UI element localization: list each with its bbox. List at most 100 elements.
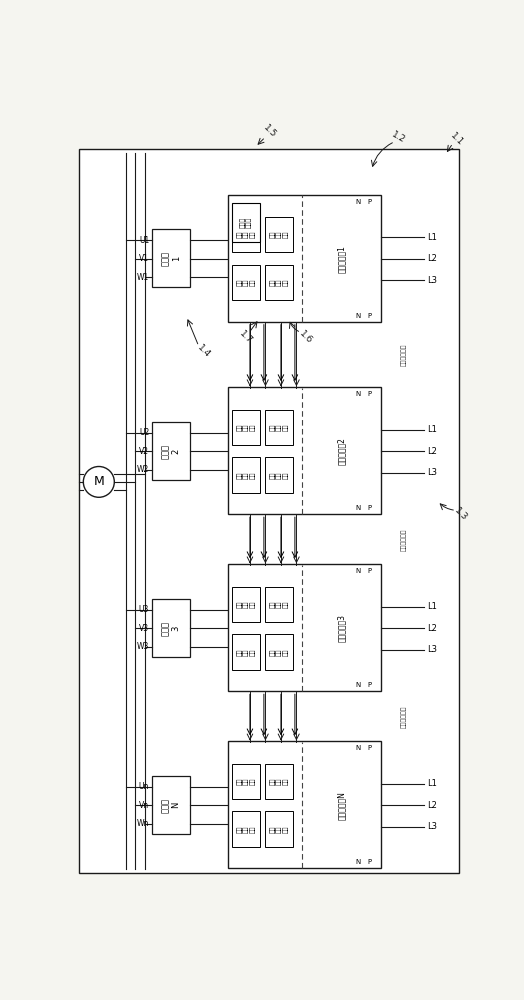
Text: 口接
同步
信号: 口接 同步 信号 <box>270 825 289 833</box>
Text: M: M <box>93 475 104 488</box>
Bar <box>232 457 260 493</box>
Text: N: N <box>355 313 361 319</box>
Text: 口接
同步
信号: 口接 同步 信号 <box>270 601 289 608</box>
Text: L2: L2 <box>428 624 438 633</box>
Text: 并联输出总线: 并联输出总线 <box>401 344 407 366</box>
Text: 1.5: 1.5 <box>261 123 278 140</box>
Text: U1: U1 <box>139 236 149 245</box>
Bar <box>266 811 293 847</box>
Text: 逆变器模块2: 逆变器模块2 <box>337 437 346 465</box>
Text: L3: L3 <box>428 645 438 654</box>
Text: P: P <box>367 391 372 397</box>
Bar <box>266 265 293 300</box>
Text: Un: Un <box>139 782 149 791</box>
Text: P: P <box>367 682 372 688</box>
Text: N: N <box>355 199 361 205</box>
Text: N: N <box>355 859 361 865</box>
Bar <box>266 587 293 622</box>
Text: 口接
通信
输出: 口接 通信 输出 <box>237 601 255 608</box>
Bar <box>228 741 381 868</box>
Text: N: N <box>355 391 361 397</box>
Text: 并联输出总线: 并联输出总线 <box>401 706 407 728</box>
Text: L1: L1 <box>428 233 438 242</box>
Text: P: P <box>367 745 372 751</box>
Bar <box>266 217 293 252</box>
Bar <box>228 387 381 514</box>
Bar <box>152 599 190 657</box>
Text: 变频器
N: 变频器 N <box>161 798 181 813</box>
Text: 1.6: 1.6 <box>298 329 314 345</box>
Text: N: N <box>355 505 361 511</box>
Bar <box>232 410 260 445</box>
Bar <box>266 634 293 670</box>
Text: 并联输出总线: 并联输出总线 <box>401 528 407 551</box>
Text: 逆变器模块1: 逆变器模块1 <box>337 245 346 273</box>
Text: 口接
同步
信号: 口接 同步 信号 <box>270 648 289 656</box>
Text: 参考接
口接口: 参考接 口接口 <box>240 217 252 228</box>
Text: 口接
同步
信号: 口接 同步 信号 <box>270 423 289 431</box>
Text: 1.3: 1.3 <box>453 506 469 523</box>
Text: 1.1: 1.1 <box>449 131 465 148</box>
Bar <box>232 764 260 799</box>
Bar <box>152 229 190 287</box>
Bar <box>232 265 260 300</box>
Bar <box>232 217 260 252</box>
Text: V1: V1 <box>139 254 149 263</box>
Text: L2: L2 <box>428 801 438 810</box>
Text: Vn: Vn <box>139 801 149 810</box>
Text: L1: L1 <box>428 602 438 611</box>
Text: W1: W1 <box>137 273 149 282</box>
Text: 口接
通信
输出: 口接 通信 输出 <box>237 825 255 833</box>
Text: P: P <box>367 199 372 205</box>
Text: L2: L2 <box>428 254 438 263</box>
Text: N: N <box>355 682 361 688</box>
Text: W2: W2 <box>137 465 149 474</box>
Bar <box>228 564 381 691</box>
Text: 口接
通信
输出: 口接 通信 输出 <box>237 648 255 656</box>
Text: 口接
同步
信号: 口接 同步 信号 <box>270 778 289 785</box>
Text: 口接
通信
输出: 口接 通信 输出 <box>237 778 255 785</box>
Text: 变频器
1: 变频器 1 <box>161 251 181 266</box>
Text: L1: L1 <box>428 425 438 434</box>
Text: 逆变器模块N: 逆变器模块N <box>337 791 346 820</box>
Bar <box>232 203 260 242</box>
Text: U3: U3 <box>139 605 149 614</box>
Text: V2: V2 <box>139 447 149 456</box>
Text: P: P <box>367 568 372 574</box>
Bar <box>228 195 381 322</box>
Text: 口接
通信
输出: 口接 通信 输出 <box>237 471 255 479</box>
Text: Wn: Wn <box>137 819 149 828</box>
Text: N: N <box>355 745 361 751</box>
Bar <box>266 764 293 799</box>
Bar <box>152 422 190 480</box>
Text: 口接
同步
信号: 口接 同步 信号 <box>270 471 289 479</box>
Text: L3: L3 <box>428 276 438 285</box>
Text: 口接
通信
输出: 口接 通信 输出 <box>237 423 255 431</box>
Text: L2: L2 <box>428 447 438 456</box>
Bar <box>266 457 293 493</box>
Text: 逆变器模块3: 逆变器模块3 <box>337 614 346 642</box>
Text: V3: V3 <box>139 624 149 633</box>
Text: 变频器
2: 变频器 2 <box>161 444 181 459</box>
Text: P: P <box>367 313 372 319</box>
Bar <box>232 811 260 847</box>
Text: U2: U2 <box>139 428 149 437</box>
Text: L3: L3 <box>428 822 438 831</box>
Text: 口接
同步
信号: 口接 同步 信号 <box>270 279 289 286</box>
Text: L3: L3 <box>428 468 438 477</box>
Text: N: N <box>355 568 361 574</box>
Text: 1.4: 1.4 <box>195 343 212 359</box>
Text: 1.7: 1.7 <box>238 329 254 345</box>
Text: 变频器
3: 变频器 3 <box>161 621 181 636</box>
Bar <box>232 634 260 670</box>
Text: 1.2: 1.2 <box>390 129 407 144</box>
Text: L1: L1 <box>428 779 438 788</box>
Bar <box>232 587 260 622</box>
Text: 口接
通信
输出: 口接 通信 输出 <box>237 279 255 286</box>
Bar <box>152 776 190 834</box>
Text: 口接
同步
信号: 口接 同步 信号 <box>270 231 289 238</box>
Text: 口接
通信
输出: 口接 通信 输出 <box>237 231 255 238</box>
Text: W3: W3 <box>137 642 149 651</box>
Bar <box>266 410 293 445</box>
Text: P: P <box>367 859 372 865</box>
